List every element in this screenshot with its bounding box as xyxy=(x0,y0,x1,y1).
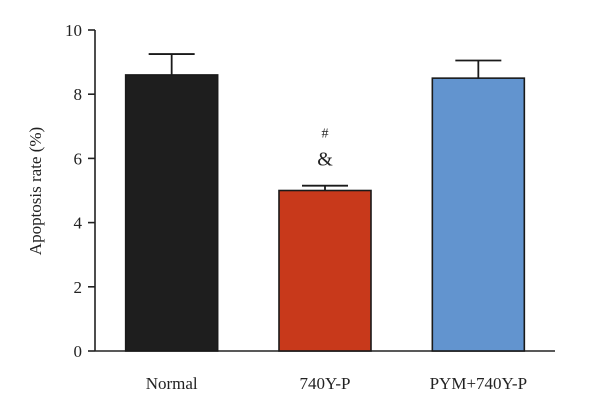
y-tick-label: 6 xyxy=(74,149,83,168)
x-tick-label: 740Y-P xyxy=(299,374,350,393)
x-tick-label: Normal xyxy=(146,374,198,393)
y-tick-label: 10 xyxy=(65,21,82,40)
y-tick-label: 4 xyxy=(74,214,83,233)
y-tick-label: 8 xyxy=(74,85,83,104)
error-bars xyxy=(148,53,502,191)
significance-marker: & xyxy=(317,149,333,171)
bar-pym-740y-p xyxy=(431,77,526,352)
bar-740y-p xyxy=(278,189,372,352)
significance-marker: # xyxy=(322,127,329,142)
y-tick-label: 0 xyxy=(74,342,83,361)
annotations: #& xyxy=(317,127,333,171)
x-tick-label: PYM+740Y-P xyxy=(430,374,527,393)
y-axis-label: Apoptosis rate (%) xyxy=(26,127,45,255)
y-tick-label: 2 xyxy=(74,278,83,297)
category-labels: Normal 740Y-P PYM+740Y-P xyxy=(146,374,527,393)
bars xyxy=(124,74,526,352)
bar-normal xyxy=(124,74,219,352)
